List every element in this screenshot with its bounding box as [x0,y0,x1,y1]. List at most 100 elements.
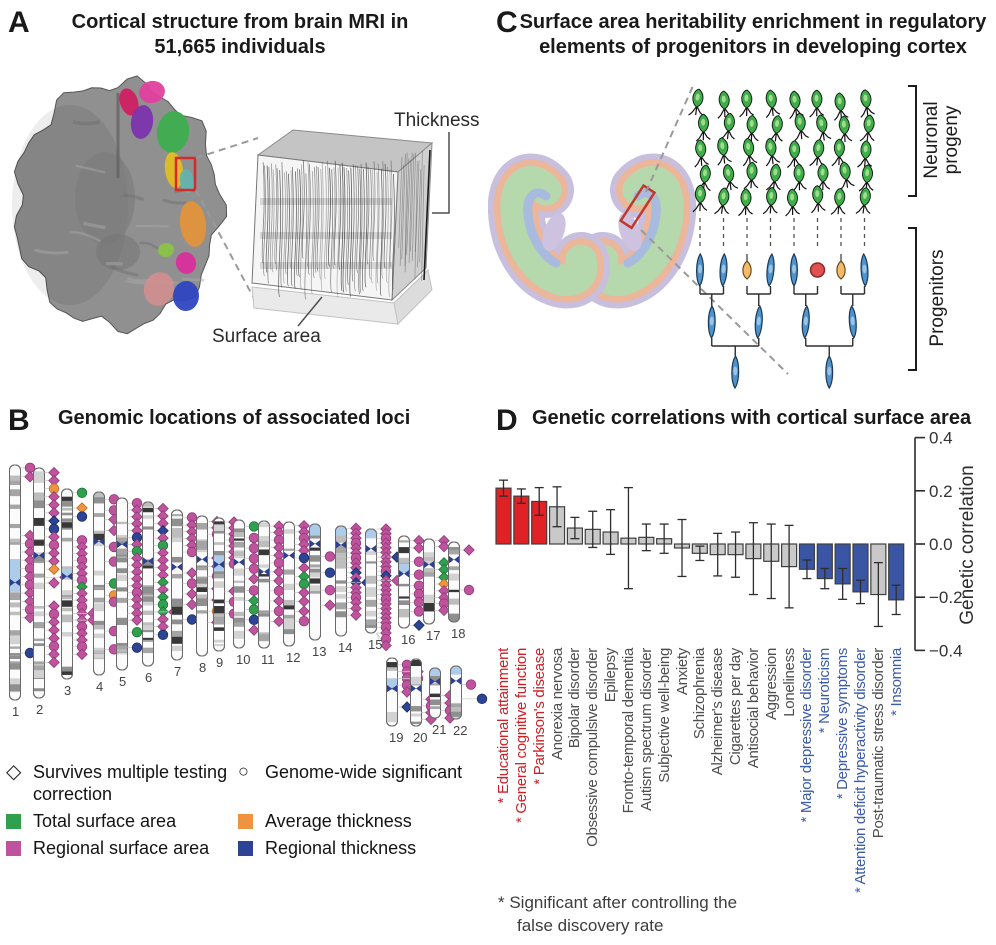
svg-text:3: 3 [64,683,71,698]
bar-label-major-depressive-disorder: * Major depressive disorder [798,648,816,823]
panel-b-title: Genomic locations of associated loci [58,407,411,429]
orange-swatch-icon [238,813,253,829]
bar-label-antisocial-behavior: Antisocial behavior [744,648,762,769]
progenitors-bracket [908,227,917,371]
developing-cortex-illustration [488,85,917,390]
chromosome-11: 11 [258,520,285,667]
chromosome-17: 17 [423,534,450,643]
bar-anxiety [673,518,691,578]
svg-text:20: 20 [413,730,427,745]
chromosome-22: 22 [450,665,488,738]
svg-text:−0.4: −0.4 [929,641,963,660]
surface-area-label: Surface area [212,326,321,347]
bar-label-subjective-well-being: Subjective well-being [655,648,673,783]
bar-label-schizophrenia: Schizophrenia [691,648,709,740]
bar-label-epilepsy: Epilepsy [602,648,620,703]
legend-label: Regional thickness [265,837,417,858]
chromosome-4: 4 [93,491,120,694]
bar-label-depressive-symptoms: * Depressive symptoms [834,648,852,800]
chromosome-14: 14 [335,522,373,655]
bar-loneliness [781,524,798,609]
svg-text:11: 11 [261,652,275,667]
chromosome-18: 18 [448,541,475,641]
chromosome-2: 2 [33,466,71,717]
bar-label-autism-spectrum-disorder: Autism spectrum disorder [637,648,655,811]
svg-text:1: 1 [12,704,19,719]
genetic-correlation-bar-chart: 0.4 0.2 0.0 −0.2 −0.4 [495,429,963,660]
chromosome-3: 3 [61,487,99,698]
bar-post-traumatic-stress-disorder [870,543,887,628]
svg-text:13: 13 [312,644,326,659]
svg-text:19: 19 [389,730,403,745]
neuronal-progeny-label: Neuronal progeny [921,101,962,179]
bar-label-neuroticism: * Neuroticism [816,648,834,734]
svg-text:15: 15 [368,637,382,652]
bar-label-cigarettes-per-day: Cigarettes per day [727,648,745,766]
cortex-left-hemisphere [488,153,610,309]
brain-mri-and-cortical-column-illustration [12,75,450,335]
legend-item-average-thickness: Average thickness [238,811,484,833]
blue-swatch-icon [238,840,253,856]
bar-attention-deficit-hyperactivity-disorder [852,543,869,605]
bar-label-area: * Educational attainment * General cognit… [488,400,996,945]
chromosome-10: 10 [233,519,260,667]
bar-label-alzheimer-s-disease: Alzheimer's disease [709,648,727,776]
svg-text:0.4: 0.4 [929,429,953,448]
bar-autism-spectrum-disorder [638,523,655,552]
svg-text:0.0: 0.0 [929,535,953,554]
chromosome-15: 15 [365,523,403,652]
bar-alzheimer-s-disease [709,532,726,577]
svg-text:0.2: 0.2 [929,482,953,501]
svg-text:8: 8 [199,660,206,675]
chromosome-13: 13 [309,523,336,659]
bar-epilepsy [602,509,619,556]
svg-text:18: 18 [451,626,465,641]
bar-label-post-traumatic-stress-disorder: Post-traumatic stress disorder [869,648,887,839]
panel-b-legend: ◇ Survives multiple testing correction ○… [6,762,484,860]
svg-text:14: 14 [338,640,352,655]
bar-parkinson-s-disease [531,486,548,545]
bar-label-anxiety: Anxiety [673,648,691,696]
bar-anorexia-nervosa [548,486,566,545]
bar-educational-attainment [495,479,512,545]
legend-item-genome-wide-significant: ○ Genome-wide significant [238,762,484,806]
panel-d-letter: D [496,404,518,437]
legend-label: Total surface area [33,810,177,831]
legend-label: Average thickness [265,810,412,831]
panel-b-letter: B [8,404,30,437]
legend-item-regional-thickness: Regional thickness [238,838,484,860]
bar-aggression [763,523,780,600]
thickness-label: Thickness [394,110,480,131]
chromosome-5: 5 [116,497,143,689]
roi-box [174,156,197,192]
bar-label-general-cognitive-function: * General cognitive function [512,648,530,824]
bar-fronto-temporal-dementia [620,486,637,590]
svg-text:4: 4 [96,679,103,694]
panel-c: C Surface area heritability enrichment i… [488,0,996,400]
panel-d-title: Genetic correlations with cortical surfa… [532,407,972,429]
svg-text:21: 21 [432,722,446,737]
svg-text:5: 5 [119,674,126,689]
bar-label-parkinson-s-disease: * Parkinson's disease [530,648,548,785]
chromosome-12: 12 [283,519,310,665]
svg-text:2: 2 [36,702,43,717]
chromosome-1: 1 [9,462,36,719]
svg-text:−0.2: −0.2 [929,588,963,607]
bar-schizophrenia [691,543,708,562]
svg-text:12: 12 [286,650,300,665]
legend-label: Genome-wide significant [265,762,463,782]
bar-general-cognitive-function [513,488,530,545]
panel-c-title: Surface area heritability enrichment in … [519,11,987,58]
bar-antisocial-behavior [745,522,762,596]
bar-label-anorexia-nervosa: Anorexia nervosa [548,648,566,760]
diamond-outline-icon: ◇ [6,761,22,783]
y-axis-label: Genetic correlation [957,465,978,625]
bar-label-insomnia: * Insomnia [887,648,905,716]
svg-text:7: 7 [174,664,181,679]
panel-d: 0.4 0.2 0.0 −0.2 −0.4 D Genetic correlations… [488,400,996,945]
svg-text:6: 6 [145,670,152,685]
bar-obsessive-compulsive-disorder [584,510,601,549]
bar-label-bipolar-disorder: Bipolar disorder [566,648,584,749]
chromosome-7: 7 [171,509,198,679]
